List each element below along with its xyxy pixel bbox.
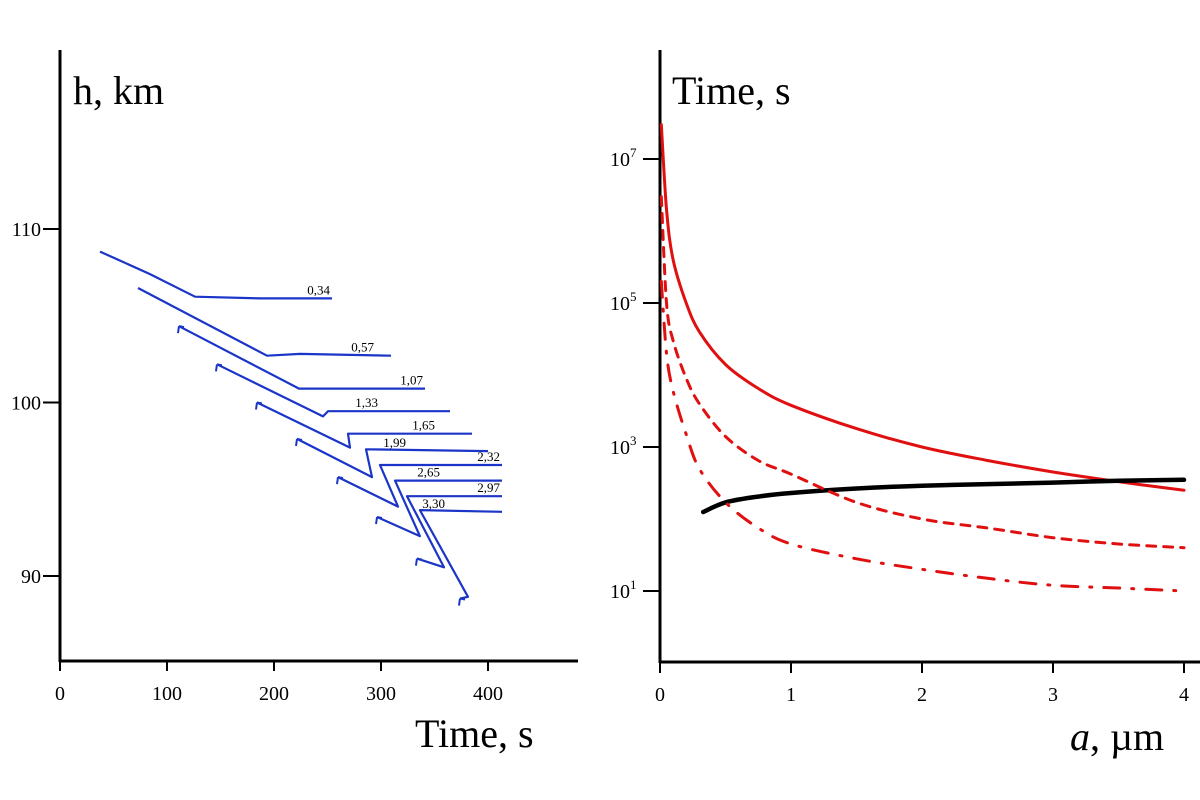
altitude-curve-line: [405, 495, 502, 569]
right-x-axis-label-italic: a: [1070, 714, 1090, 759]
altitude-time-chart: 0 100 200 300 400 110 100 90 0,34 0,57 1,07 1,33 1…: [11, 50, 578, 756]
left-x-tick-label: 200: [259, 683, 289, 705]
altitude-curve: 0,34: [99, 250, 332, 300]
right-x-axis-label: a, µm: [1070, 714, 1164, 759]
altitude-curve-line: [137, 287, 392, 357]
right-x-tick-label: 2: [917, 684, 927, 706]
right-y-axis-label: Time, s: [672, 68, 791, 113]
altitude-curve-line: [296, 437, 489, 479]
right-y-tick-label: 103: [610, 433, 637, 459]
altitude-curve: 2,32: [335, 449, 502, 508]
altitude-curve: 2,97: [405, 480, 502, 569]
curve-label: 1,65: [412, 418, 435, 433]
altitude-curve-line: [418, 509, 503, 600]
right-x-tick-label: 0: [655, 684, 665, 706]
left-y-tick-label: 110: [12, 219, 41, 241]
curve-label: 2,65: [417, 465, 440, 480]
series-solid-red: [659, 123, 1186, 492]
altitude-curve-line: [376, 479, 502, 538]
curve-label: 1,33: [355, 395, 378, 410]
time-radius-chart: 0 1 2 3 4 107 105 103 101 Time, s a, µm: [610, 50, 1200, 759]
curve-label: 2,32: [477, 449, 500, 464]
right-x-tick-label: 4: [1179, 684, 1189, 706]
altitude-curve: 1,33: [214, 363, 450, 418]
series-dashed-red: [659, 195, 1186, 550]
curve-label: 0,57: [351, 340, 374, 355]
curve-start-hook: [295, 437, 303, 447]
right-y-tick-label: 107: [610, 145, 637, 171]
left-x-tick-label: 0: [55, 683, 65, 705]
curve-start-hook: [335, 476, 344, 485]
altitude-curve: 0,57: [137, 287, 392, 357]
curve-start-hook: [214, 363, 223, 372]
altitude-curve-line: [256, 401, 472, 449]
series-dashdot-red: [659, 279, 1186, 593]
altitude-curve-line: [178, 325, 425, 390]
right-x-tick-label: 3: [1048, 684, 1058, 706]
left-x-tick-label: 400: [473, 683, 503, 705]
altitude-curve-line: [99, 250, 332, 300]
curve-start-hook: [375, 516, 383, 525]
altitude-curve-line: [337, 463, 502, 508]
left-y-tick-label: 100: [11, 393, 41, 415]
altitude-curve: 2,65: [375, 465, 502, 538]
right-x-tick-label: 1: [786, 684, 796, 706]
curve-label: 3,30: [422, 496, 445, 511]
curve-label: 2,97: [477, 480, 500, 495]
curve-label: 1,99: [383, 435, 406, 450]
right-y-tick-label: 105: [610, 289, 637, 315]
left-y-axis-label: h, km: [73, 68, 164, 113]
left-x-axis-label: Time, s: [415, 711, 534, 756]
series-black: [700, 477, 1187, 515]
altitude-curve: 1,07: [176, 325, 425, 390]
curve-start-hook: [176, 325, 185, 334]
right-y-tick-label: 101: [610, 577, 637, 603]
altitude-curve: 1,99: [295, 435, 489, 479]
curve-start-hook: [254, 401, 263, 410]
left-x-tick-label: 100: [152, 683, 182, 705]
curve-label: 1,07: [400, 373, 423, 388]
curve-start-hook: [457, 597, 466, 606]
altitude-curve: 1,65: [254, 401, 472, 449]
left-y-tick-label: 90: [21, 566, 41, 588]
right-x-axis-label-unit: , µm: [1090, 714, 1164, 759]
left-x-tick-label: 300: [366, 683, 396, 705]
altitude-curve: 3,30: [418, 496, 503, 606]
curve-label: 0,34: [307, 282, 330, 297]
altitude-curve-line: [216, 363, 450, 418]
curve-start-hook: [414, 557, 423, 566]
